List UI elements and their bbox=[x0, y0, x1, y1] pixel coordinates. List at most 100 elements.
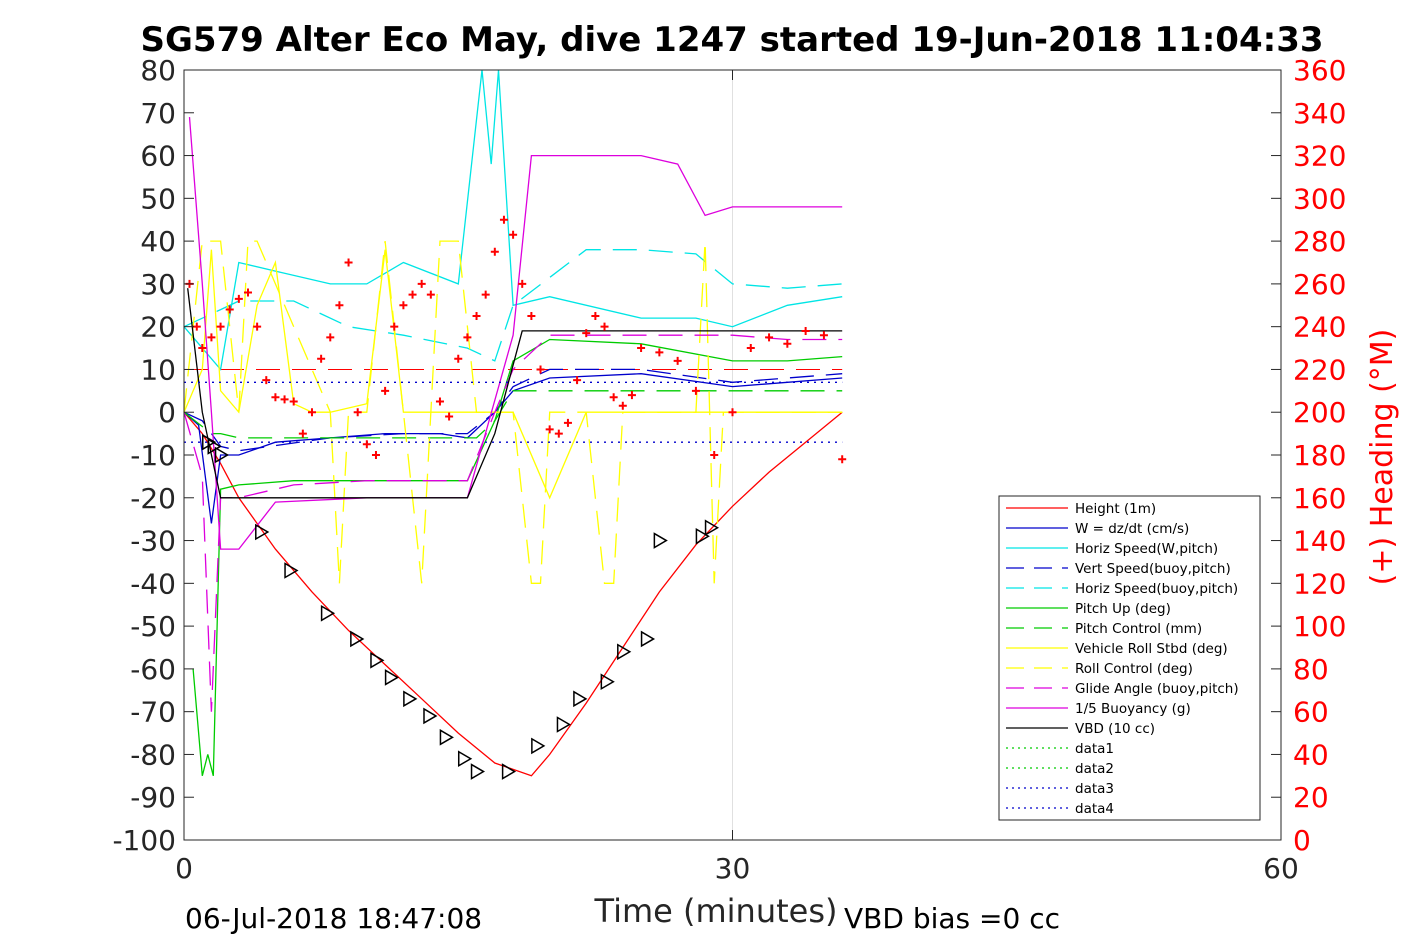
y-tick-label: -10 bbox=[130, 439, 176, 472]
heading-point bbox=[371, 451, 380, 459]
heading-point bbox=[600, 322, 609, 331]
heading-point bbox=[573, 376, 582, 385]
triangle-marker bbox=[384, 669, 400, 686]
y2-tick-label: 120 bbox=[1293, 567, 1346, 600]
heading-point bbox=[207, 333, 216, 342]
heading-point bbox=[326, 333, 335, 342]
heading-point bbox=[198, 344, 207, 353]
y-tick-label: 20 bbox=[140, 311, 176, 344]
legend-label: Vert Speed(buoy,pitch) bbox=[1075, 561, 1231, 577]
legend-label: VBD (10 cc) bbox=[1075, 721, 1155, 737]
heading-point bbox=[417, 279, 426, 288]
y-tick-label: 30 bbox=[140, 268, 176, 301]
axes: 80706050403020100-10-20-30-40-50-60-70-8… bbox=[112, 54, 1346, 885]
y2-tick-label: 360 bbox=[1293, 54, 1346, 87]
series-line-4 bbox=[183, 249, 843, 362]
heading-point bbox=[536, 365, 545, 374]
heading-point bbox=[426, 290, 435, 299]
heading-point bbox=[746, 344, 755, 353]
x-axis-label: Time (minutes) bbox=[594, 892, 838, 930]
heading-point bbox=[445, 412, 454, 421]
legend-label: data1 bbox=[1075, 741, 1114, 757]
y2-tick-label: 60 bbox=[1293, 696, 1329, 729]
legend-label: 1/5 Buoyancy (g) bbox=[1075, 701, 1191, 717]
heading-point bbox=[216, 322, 225, 331]
heading-point bbox=[618, 401, 627, 410]
triangle-marker bbox=[403, 690, 418, 708]
heading-point bbox=[408, 290, 417, 299]
heading-point bbox=[637, 344, 646, 353]
series-line-6 bbox=[183, 390, 843, 439]
y2-tick-label: 220 bbox=[1293, 353, 1346, 386]
y2-tick-label: 180 bbox=[1293, 439, 1346, 472]
y-tick-label: -80 bbox=[130, 738, 176, 771]
y-tick-label: 70 bbox=[140, 97, 176, 130]
heading-point bbox=[527, 311, 536, 320]
heading-point bbox=[710, 451, 719, 459]
triangle-marker bbox=[284, 562, 299, 579]
y2-tick-label: 100 bbox=[1293, 610, 1346, 643]
triangle-marker bbox=[573, 690, 588, 708]
heading-point bbox=[243, 288, 252, 297]
y2-tick-label: 320 bbox=[1293, 140, 1346, 173]
heading-point bbox=[362, 440, 371, 449]
y-tick-label: -90 bbox=[130, 781, 176, 814]
legend-label: data2 bbox=[1075, 761, 1114, 777]
heading-point bbox=[591, 311, 600, 320]
heading-point bbox=[801, 326, 810, 335]
heading-point bbox=[509, 230, 518, 239]
heading-point bbox=[838, 455, 847, 464]
heading-point bbox=[673, 356, 682, 365]
legend-label: Horiz Speed(W,pitch) bbox=[1075, 541, 1218, 557]
heading-point bbox=[317, 354, 326, 363]
triangle-marker bbox=[640, 630, 656, 648]
marker-group bbox=[185, 215, 847, 780]
triangle-marker bbox=[695, 527, 710, 545]
heading-point bbox=[728, 408, 737, 417]
legend-label: Pitch Up (deg) bbox=[1075, 601, 1171, 617]
y-tick-label: -20 bbox=[130, 482, 176, 515]
legend: Height (1m) W = dz/dt (cm/s) Horiz Speed(W… bbox=[998, 495, 1261, 821]
y-tick-label: -70 bbox=[130, 696, 176, 729]
heading-point bbox=[225, 305, 234, 314]
legend-label: Roll Control (deg) bbox=[1075, 661, 1193, 677]
y-tick-label: -30 bbox=[130, 525, 176, 558]
y-tick-label: 60 bbox=[140, 140, 176, 173]
series-line-8 bbox=[183, 240, 843, 584]
heading-point bbox=[344, 258, 353, 267]
legend-label: Glide Angle (buoy,pitch) bbox=[1075, 681, 1239, 697]
legend-label: Horiz Speed(buoy,pitch) bbox=[1075, 581, 1238, 597]
y-tick-label: 50 bbox=[140, 182, 176, 215]
triangle-marker bbox=[501, 763, 517, 780]
heading-point bbox=[655, 348, 664, 357]
heading-point bbox=[481, 290, 490, 299]
triangle-marker bbox=[439, 729, 454, 746]
y-tick-label: 10 bbox=[140, 353, 176, 386]
heading-point bbox=[307, 408, 316, 417]
triangle-marker bbox=[350, 630, 365, 648]
heading-point bbox=[463, 333, 472, 342]
y-tick-label: -40 bbox=[130, 567, 176, 600]
heading-point bbox=[289, 397, 298, 406]
legend-box bbox=[998, 495, 1261, 821]
y2-tick-label: 0 bbox=[1293, 824, 1311, 857]
heading-point bbox=[563, 418, 572, 427]
y2-tick-label: 20 bbox=[1293, 781, 1329, 814]
triangle-marker bbox=[470, 763, 486, 780]
series-line-9 bbox=[183, 334, 843, 712]
x-tick-label: 0 bbox=[175, 852, 193, 885]
y-tick-label: -100 bbox=[112, 824, 176, 857]
triangle-marker bbox=[457, 750, 473, 768]
heading-point bbox=[253, 322, 262, 331]
y-tick-label: 0 bbox=[158, 396, 176, 429]
y2-tick-label: 260 bbox=[1293, 268, 1346, 301]
right-axis-label: (+) Heading (°M) bbox=[1365, 329, 1400, 586]
y2-tick-label: 240 bbox=[1293, 311, 1346, 344]
y2-tick-label: 140 bbox=[1293, 525, 1346, 558]
x-tick-label: 60 bbox=[1263, 852, 1299, 885]
legend-label: Pitch Control (mm) bbox=[1075, 621, 1202, 637]
heading-point bbox=[381, 386, 390, 395]
y2-tick-label: 160 bbox=[1293, 482, 1346, 515]
y-tick-label: -50 bbox=[130, 610, 176, 643]
